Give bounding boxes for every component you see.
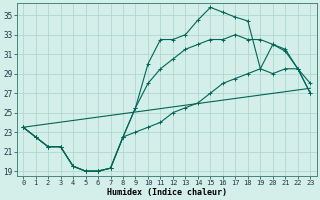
X-axis label: Humidex (Indice chaleur): Humidex (Indice chaleur) [107,188,227,197]
